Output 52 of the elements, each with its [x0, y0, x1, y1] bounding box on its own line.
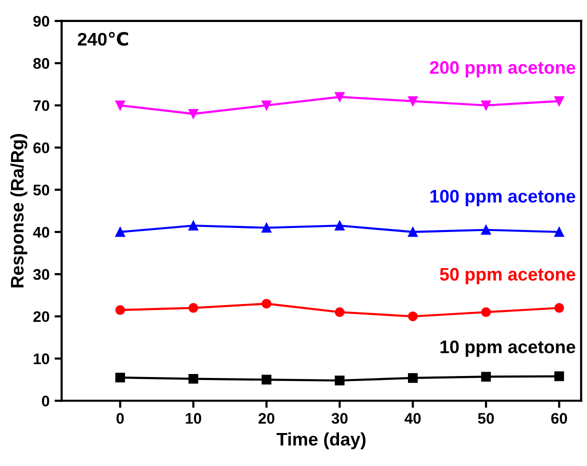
x-tick-label: 10	[186, 412, 202, 424]
x-tick-label: 50	[478, 412, 494, 424]
point	[188, 303, 198, 313]
point	[554, 371, 564, 382]
point	[481, 100, 491, 110]
series-label: 50 ppm acetone	[440, 268, 576, 284]
point	[115, 227, 126, 237]
x-axis-title: Time (day)	[276, 432, 366, 450]
y-tick-label: 20	[33, 311, 50, 322]
point	[334, 376, 345, 386]
x-tick-label: 0	[116, 412, 124, 424]
y-tick-label: 60	[33, 142, 50, 154]
series-label: 200 ppm acetone	[430, 61, 576, 78]
series-label: 100 ppm acetone	[430, 190, 576, 206]
point	[262, 298, 272, 309]
point	[262, 222, 272, 233]
point	[554, 303, 564, 313]
y-tick-label: 40	[33, 226, 50, 238]
point	[188, 220, 198, 230]
annotation: 240℃	[78, 32, 128, 46]
x-tick-label: 60	[551, 412, 568, 424]
point	[408, 312, 418, 322]
point	[115, 100, 126, 110]
point	[188, 108, 198, 119]
point	[115, 305, 126, 315]
x-tick-label: 30	[332, 412, 348, 424]
x-tick-label: 40	[404, 412, 421, 424]
point	[334, 92, 345, 102]
y-tick-label: 50	[33, 184, 50, 196]
point	[262, 100, 272, 110]
point	[481, 307, 491, 318]
point	[554, 96, 564, 106]
y-tick-label: 80	[33, 58, 50, 69]
point	[115, 372, 126, 382]
point	[408, 96, 418, 106]
point	[408, 227, 418, 237]
y-tick-label: 10	[34, 353, 50, 364]
point	[334, 307, 345, 318]
point	[554, 227, 564, 237]
y-axis-title: Response (Ra/Rg)	[10, 134, 28, 288]
point	[262, 374, 272, 385]
point	[188, 374, 198, 384]
point	[481, 372, 491, 382]
y-tick-label: 70	[33, 100, 50, 112]
y-tick-label: 90	[33, 16, 50, 27]
y-tick-label: 30	[33, 269, 50, 280]
x-tick-label: 20	[258, 412, 274, 424]
point	[408, 373, 418, 383]
y-tick-label: 0	[42, 396, 50, 406]
series-label: 10 ppm acetone	[440, 340, 576, 357]
point	[334, 220, 345, 230]
point	[481, 224, 491, 235]
